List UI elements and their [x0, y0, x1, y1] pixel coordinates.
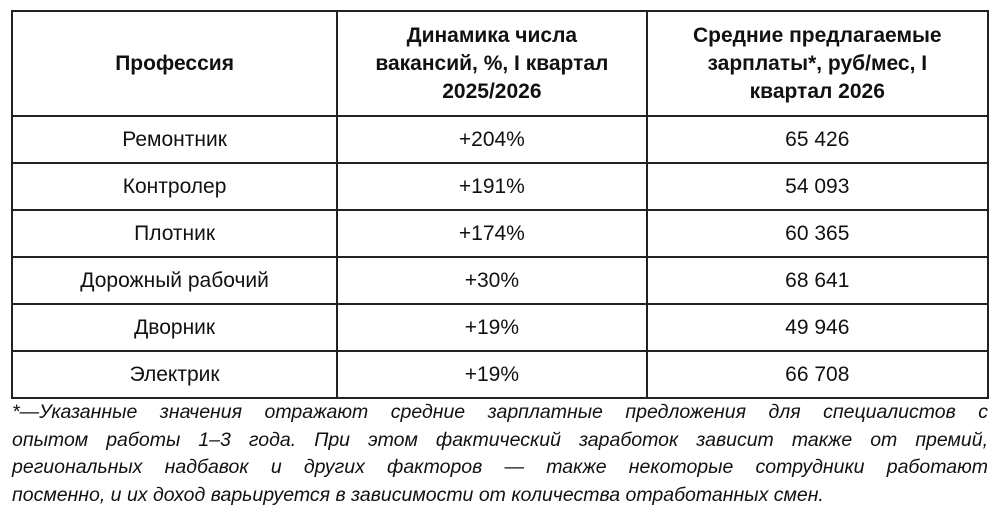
cell-vacancy-dynamics: +30%	[336, 256, 648, 305]
footnote-line: посменно, и их доход варьируется в завис…	[12, 483, 824, 506]
cell-vacancy-dynamics: +19%	[336, 350, 648, 399]
cell-profession: Дворник	[10, 303, 339, 352]
cell-average-salary: 66 708	[645, 350, 990, 399]
cell-average-salary: 68 641	[645, 256, 990, 305]
footnote: *—Указанные значения отражают средние за…	[12, 399, 988, 509]
footnote-line: региональных надбавок и других факторов …	[12, 456, 988, 478]
table-row: Электрик +19% 66 708	[10, 350, 990, 399]
table-row: Дворник +19% 49 946	[10, 303, 990, 352]
footnote-line: опытом работы 1–3 года. При этом фактиче…	[12, 428, 988, 451]
cell-average-salary: 60 365	[645, 209, 990, 258]
header-vacancy-dynamics: Динамика числа вакансий, %, I квартал 20…	[336, 10, 648, 117]
cell-profession: Дорожный рабочий	[10, 256, 339, 305]
cell-profession: Плотник	[10, 209, 339, 258]
cell-average-salary: 54 093	[645, 162, 990, 211]
table-row: Дорожный рабочий +30% 68 641	[10, 256, 990, 305]
header-profession: Профессия	[10, 10, 339, 117]
vacancy-salary-table: Профессия Динамика числа вакансий, %, I …	[10, 10, 990, 399]
cell-profession: Электрик	[10, 350, 339, 399]
cell-average-salary: 49 946	[645, 303, 990, 352]
cell-average-salary: 65 426	[645, 115, 990, 164]
cell-vacancy-dynamics: +191%	[336, 162, 648, 211]
footnote-line: *—Указанные значения отражают средние за…	[12, 401, 988, 423]
cell-vacancy-dynamics: +204%	[336, 115, 648, 164]
table-row: Контролер +191% 54 093	[10, 162, 990, 211]
header-row: Профессия Динамика числа вакансий, %, I …	[10, 10, 990, 117]
cell-profession: Контролер	[10, 162, 339, 211]
header-average-salary: Средние предлагаемые зарплаты*, руб/мес,…	[645, 10, 990, 117]
table-row: Ремонтник +204% 65 426	[10, 115, 990, 164]
cell-vacancy-dynamics: +174%	[336, 209, 648, 258]
table-row: Плотник +174% 60 365	[10, 209, 990, 258]
cell-profession: Ремонтник	[10, 115, 339, 164]
cell-vacancy-dynamics: +19%	[336, 303, 648, 352]
